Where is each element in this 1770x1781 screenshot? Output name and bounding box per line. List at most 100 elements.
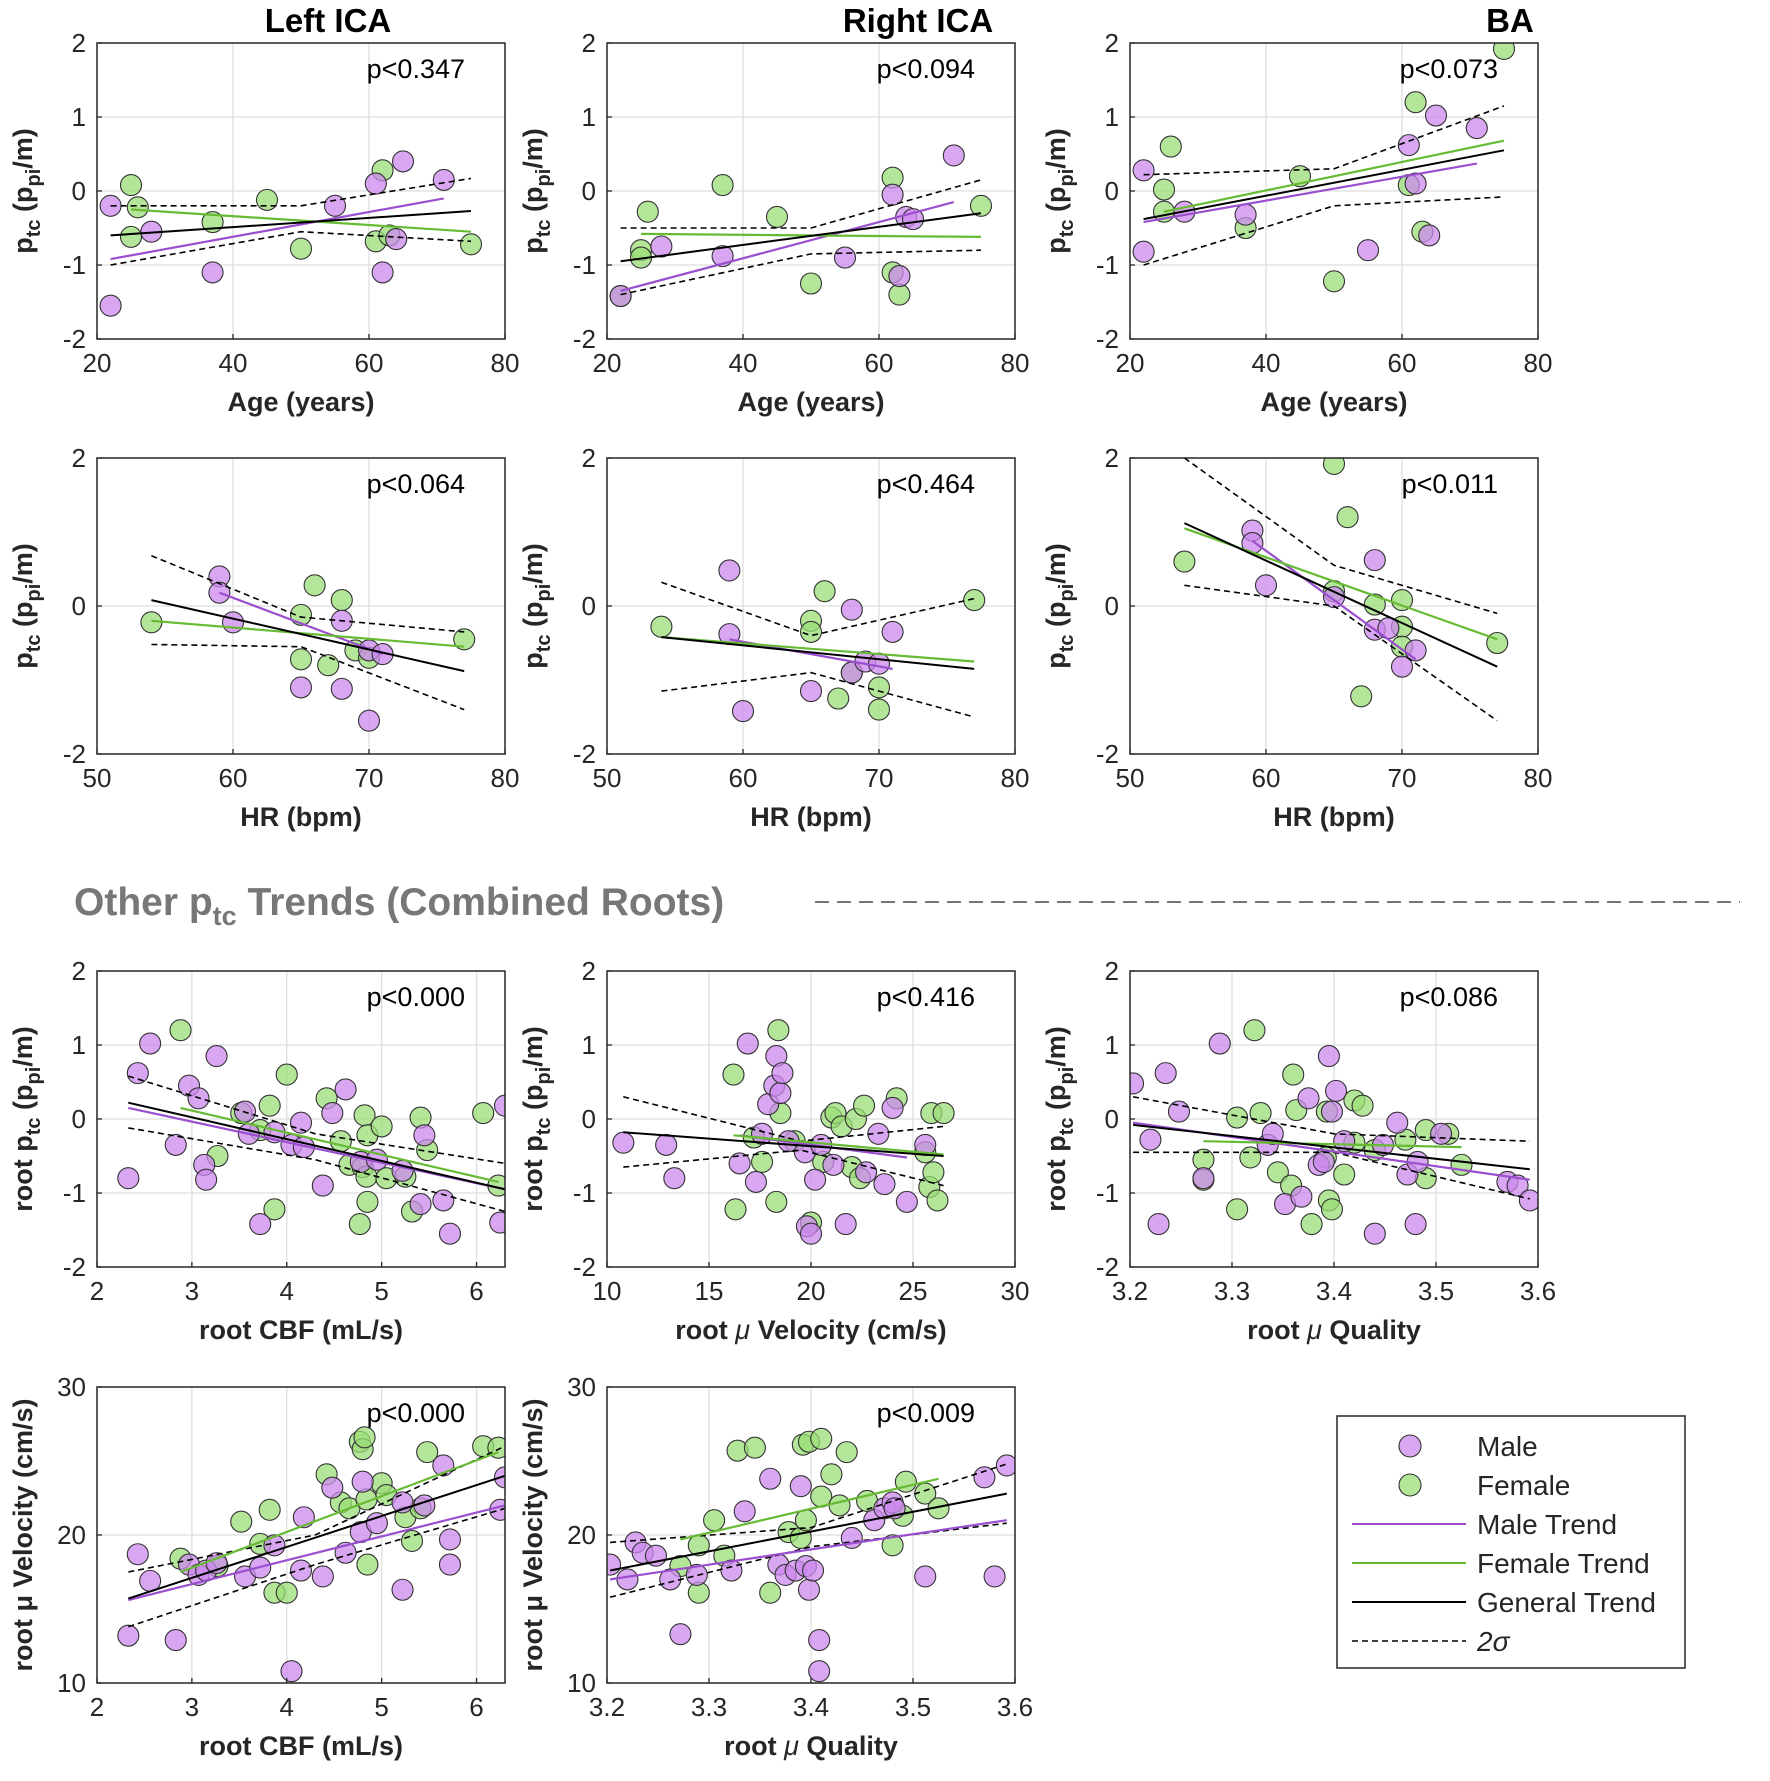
p-value-label: p<0.464 — [877, 469, 975, 499]
female-point — [472, 1102, 495, 1125]
female-trend-line — [180, 1451, 499, 1574]
male-point — [385, 228, 408, 251]
general-trend-line — [151, 599, 465, 673]
p-value-label: p<0.011 — [1402, 469, 1498, 499]
x-axis-label: Age (years) — [1260, 387, 1407, 417]
female-point — [258, 1498, 281, 1521]
x-axis-label: root μ Quality — [1247, 1315, 1421, 1345]
y-tick-label: 20 — [57, 1520, 86, 1550]
male-point — [1192, 1167, 1215, 1190]
female-point — [356, 1553, 379, 1576]
legend-label-female-trend: Female Trend — [1477, 1548, 1650, 1579]
x-tick-label: 6 — [469, 1276, 483, 1306]
male-point — [164, 1133, 187, 1156]
female-point — [765, 205, 789, 228]
male-point — [1465, 117, 1488, 140]
y-tick-label: 1 — [1105, 1030, 1119, 1060]
female-point — [1159, 135, 1182, 158]
male-point — [99, 294, 122, 317]
female-point — [743, 1436, 766, 1459]
x-tick-label: 60 — [865, 348, 894, 378]
male-point — [117, 1624, 140, 1647]
male-point — [1132, 240, 1155, 263]
male-point — [1386, 1111, 1409, 1134]
male-point — [1154, 1062, 1177, 1085]
female-point — [852, 1094, 876, 1117]
female-point — [799, 272, 823, 295]
female-point — [888, 283, 911, 306]
panel-root-velocity-quality: 3.2 3.3 3.4 3.5 3.6 10 20 30 p<0.009 root μ Quali… — [518, 1372, 1033, 1761]
y-tick-label: 0 — [72, 591, 86, 621]
male-point — [413, 1124, 436, 1147]
legend-box — [1336, 1415, 1686, 1669]
male-point — [1208, 1032, 1231, 1055]
x-tick-label: 80 — [1524, 763, 1553, 793]
x-tick-label: 20 — [1116, 348, 1145, 378]
ci-lower-line — [661, 671, 975, 718]
x-tick-label: 30 — [1001, 1276, 1030, 1306]
male-point — [973, 1466, 996, 1489]
male-point — [1132, 159, 1155, 182]
ci-upper-line — [1183, 458, 1498, 615]
female-point — [459, 233, 483, 256]
ci-lower-line — [1184, 584, 1498, 722]
legend-label-male: Male — [1477, 1431, 1538, 1462]
panel-ba-age: 20 40 60 80 -2 -1 0 1 2 p<0.073 Age (years) ptc (pp… — [1041, 28, 1552, 417]
female-point — [169, 1019, 192, 1042]
male-trend-line — [620, 201, 955, 292]
male-point — [833, 246, 857, 269]
y-axis-label: root ptc (ppi/m) — [8, 1026, 45, 1212]
legend-label-female: Female — [1477, 1470, 1570, 1501]
male-point — [1397, 134, 1420, 157]
female-point — [119, 174, 143, 197]
female-point — [275, 1581, 298, 1604]
y-tick-label: -2 — [573, 739, 596, 769]
y-tick-label: 1 — [72, 1030, 86, 1060]
plot-area — [117, 1426, 505, 1683]
male-point — [493, 1094, 505, 1117]
male-point — [438, 1553, 462, 1576]
x-tick-label: 4 — [280, 1276, 294, 1306]
y-tick-label: 10 — [57, 1668, 86, 1698]
male-point — [799, 1222, 823, 1245]
y-tick-label: 1 — [582, 102, 596, 132]
male-point — [834, 1213, 857, 1236]
female-trend-line — [733, 1134, 944, 1156]
male-point — [1418, 224, 1441, 247]
p-value-label: p<0.416 — [877, 982, 975, 1012]
male-point — [351, 1470, 374, 1493]
ci-upper-line — [1132, 1096, 1530, 1142]
x-tick-label: 25 — [899, 1276, 928, 1306]
panel-left-ica-hr: 50 60 70 80 -2 0 2 p<0.064 HR (bpm) ptc (ppi/m) — [8, 443, 519, 832]
male-point — [323, 194, 347, 217]
x-tick-label: 6 — [469, 1692, 483, 1722]
male-point — [432, 168, 455, 191]
female-point — [922, 1161, 945, 1184]
x-tick-label: 2 — [90, 1692, 104, 1722]
y-axis-label: ptc (ppi/m) — [1041, 128, 1078, 254]
legend-entry-two-sigma: 2σ — [1352, 1626, 1511, 1657]
male-point — [371, 261, 394, 284]
female-point — [1322, 270, 1346, 293]
male-point — [391, 1578, 414, 1601]
y-tick-label: 0 — [582, 176, 596, 206]
x-tick-label: 50 — [1116, 763, 1145, 793]
general-trend-line — [110, 210, 472, 237]
male-trend-line — [110, 197, 444, 261]
male-point — [1363, 549, 1386, 572]
x-tick-label: 20 — [797, 1276, 826, 1306]
ci-upper-line — [128, 1445, 505, 1573]
plot-area — [117, 1019, 505, 1245]
legend-label-general-trend: General Trend — [1477, 1587, 1656, 1618]
female-point — [1239, 1146, 1262, 1169]
female-point — [1322, 458, 1346, 475]
y-tick-label: -1 — [63, 1178, 86, 1208]
female-point — [400, 1529, 424, 1552]
male-point — [759, 1467, 782, 1490]
y-tick-label: -2 — [63, 324, 86, 354]
x-tick-label: 80 — [491, 763, 520, 793]
male-point — [126, 1062, 149, 1085]
male-trend-line — [219, 591, 383, 656]
y-tick-label: 0 — [582, 1104, 596, 1134]
